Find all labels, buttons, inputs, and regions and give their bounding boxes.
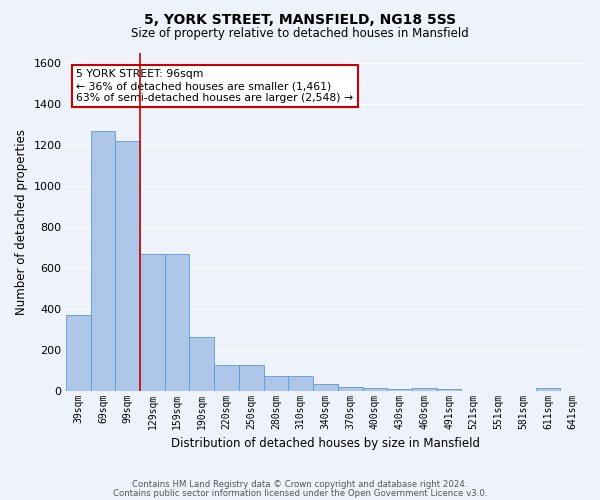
Bar xyxy=(190,338,214,390)
Text: Size of property relative to detached houses in Mansfield: Size of property relative to detached ho… xyxy=(131,28,469,40)
Bar xyxy=(289,376,313,390)
Bar xyxy=(313,384,338,390)
Bar xyxy=(214,365,239,390)
Bar xyxy=(66,315,91,390)
Bar xyxy=(263,376,289,390)
Text: 5 YORK STREET: 96sqm
← 36% of detached houses are smaller (1,461)
63% of semi-de: 5 YORK STREET: 96sqm ← 36% of detached h… xyxy=(76,70,353,102)
Bar xyxy=(437,388,461,390)
Bar xyxy=(338,386,362,390)
Bar xyxy=(387,388,412,390)
Bar xyxy=(115,140,140,390)
Text: Contains HM Land Registry data © Crown copyright and database right 2024.: Contains HM Land Registry data © Crown c… xyxy=(132,480,468,489)
Bar xyxy=(536,388,560,390)
Bar xyxy=(165,254,190,390)
Bar xyxy=(412,388,437,390)
Bar xyxy=(362,388,387,390)
Bar xyxy=(91,132,115,390)
Bar xyxy=(140,254,165,390)
Y-axis label: Number of detached properties: Number of detached properties xyxy=(15,128,28,314)
X-axis label: Distribution of detached houses by size in Mansfield: Distribution of detached houses by size … xyxy=(171,437,480,450)
Text: Contains public sector information licensed under the Open Government Licence v3: Contains public sector information licen… xyxy=(113,489,487,498)
Bar xyxy=(239,365,263,390)
Text: 5, YORK STREET, MANSFIELD, NG18 5SS: 5, YORK STREET, MANSFIELD, NG18 5SS xyxy=(144,12,456,26)
